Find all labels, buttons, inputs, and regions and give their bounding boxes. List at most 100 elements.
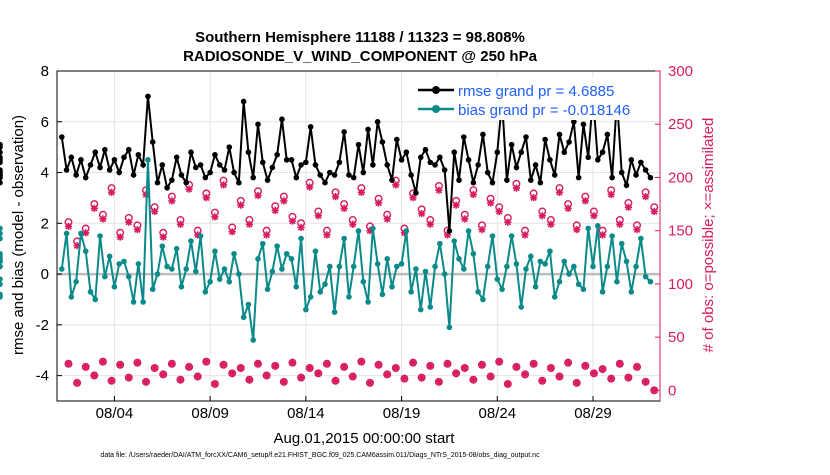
rmse-point xyxy=(618,169,625,176)
bias-point xyxy=(355,228,362,234)
bias-point xyxy=(341,235,347,242)
obs-assimilated-stroke xyxy=(99,358,107,365)
bias-point xyxy=(571,263,577,270)
obs-assimilated-marker xyxy=(99,215,107,223)
bias-point xyxy=(460,266,467,272)
bias-point xyxy=(274,243,280,249)
rmse-point xyxy=(154,179,161,186)
legend: rmse grand pr = 4.6885 bias grand pr = -… xyxy=(414,78,658,120)
bias-point xyxy=(647,278,654,285)
obs-assimilated-marker xyxy=(512,363,521,371)
x-axis-label: Aug.01,2015 00:00:00 start xyxy=(274,430,456,447)
bias-point xyxy=(437,240,443,247)
bias-point xyxy=(116,261,123,267)
legend-bias-label: bias grand pr = -0.018146 xyxy=(458,102,630,119)
bias-point xyxy=(417,306,424,313)
obs-assimilated-stroke xyxy=(392,364,400,372)
bias-point xyxy=(231,250,237,257)
bias-point xyxy=(0,230,3,237)
rmse-point xyxy=(145,93,151,100)
obs-assimilated-marker xyxy=(297,373,305,382)
left-tick-label: 0 xyxy=(41,266,49,283)
obs-assimilated-marker xyxy=(176,376,185,384)
obs-assimilated-marker xyxy=(323,231,331,239)
rmse-point xyxy=(212,151,218,158)
obs-assimilated-stroke xyxy=(375,361,382,369)
obs-assimilated-marker xyxy=(392,364,400,372)
obs-assimilated-marker xyxy=(323,360,331,368)
obs-assimilated-marker xyxy=(581,197,589,205)
obs-assimilated-marker xyxy=(521,231,529,239)
bias-point xyxy=(422,268,429,275)
obs-assimilated-stroke xyxy=(452,201,460,209)
obs-assimilated-stroke xyxy=(159,233,167,241)
bias-point xyxy=(580,286,587,293)
obs-assimilated-stroke xyxy=(470,376,477,383)
rmse-point xyxy=(365,126,371,133)
obs-assimilated-stroke xyxy=(582,362,589,370)
rmse-point xyxy=(121,154,127,161)
obs-assimilated-stroke xyxy=(177,221,184,228)
x-tick-label: 08/24 xyxy=(479,405,517,422)
obs-assimilated-marker xyxy=(418,210,426,218)
bias-point xyxy=(145,157,151,163)
obs-assimilated-marker xyxy=(581,362,589,370)
obs-assimilated-marker xyxy=(478,226,486,234)
rmse-point xyxy=(594,157,601,163)
obs-assimilated-stroke xyxy=(590,370,598,377)
obs-assimilated-stroke xyxy=(487,373,494,380)
obs-assimilated-marker xyxy=(133,359,141,367)
obs-assimilated-marker xyxy=(159,370,167,378)
bias-point xyxy=(78,230,84,237)
obs-assimilated-marker xyxy=(271,362,279,370)
obs-assimilated-stroke xyxy=(263,372,270,379)
bias-point xyxy=(0,258,3,265)
rmse-point xyxy=(274,151,280,158)
obs-assimilated-stroke xyxy=(530,194,537,201)
obs-assimilated-stroke xyxy=(280,378,288,386)
bias-point xyxy=(0,225,3,232)
obs-assimilated-stroke xyxy=(547,364,555,372)
rmse-point xyxy=(642,167,649,173)
rmse-point xyxy=(183,179,190,186)
rmse-point xyxy=(0,179,3,186)
rmse-point xyxy=(355,141,362,148)
obs-assimilated-stroke xyxy=(134,226,141,233)
obs-count-series xyxy=(64,176,659,395)
rmse-point xyxy=(303,159,309,166)
obs-assimilated-stroke xyxy=(246,376,253,383)
bias-point xyxy=(623,258,630,265)
bias-point xyxy=(408,289,414,295)
obs-assimilated-marker xyxy=(245,220,253,228)
obs-assimilated-stroke xyxy=(487,199,494,207)
obs-assimilated-marker xyxy=(555,188,564,196)
obs-assimilated-stroke xyxy=(306,364,313,372)
right-tick-label: 250 xyxy=(668,116,693,133)
rmse-point xyxy=(264,177,271,183)
rmse-point xyxy=(250,174,257,181)
bias-point xyxy=(226,278,233,285)
bias-point xyxy=(212,248,218,255)
obs-assimilated-marker xyxy=(64,222,73,231)
obs-assimilated-marker xyxy=(573,226,581,234)
bias-point xyxy=(149,286,156,293)
obs-assimilated-stroke xyxy=(289,217,296,225)
rmse-point xyxy=(633,172,639,178)
obs-assimilated-stroke xyxy=(108,377,115,385)
obs-assimilated-marker xyxy=(469,376,477,384)
obs-assimilated-marker xyxy=(650,386,658,394)
bias-point xyxy=(470,250,477,257)
rmse-point xyxy=(173,154,180,161)
obs-assimilated-marker xyxy=(202,194,210,202)
obs-assimilated-stroke xyxy=(220,361,227,369)
obs-assimilated-marker xyxy=(469,190,477,199)
bias-point xyxy=(154,271,161,277)
obs-assimilated-stroke xyxy=(564,205,572,212)
rmse-point xyxy=(489,179,496,186)
rmse-point xyxy=(475,162,481,168)
obs-assimilated-marker xyxy=(168,197,176,205)
rmse-point xyxy=(322,179,328,186)
bias-point xyxy=(465,228,472,234)
chart-title-line1: Southern Hemisphere 11188 / 11323 = 98.8… xyxy=(195,29,525,46)
rmse-point xyxy=(92,149,99,156)
